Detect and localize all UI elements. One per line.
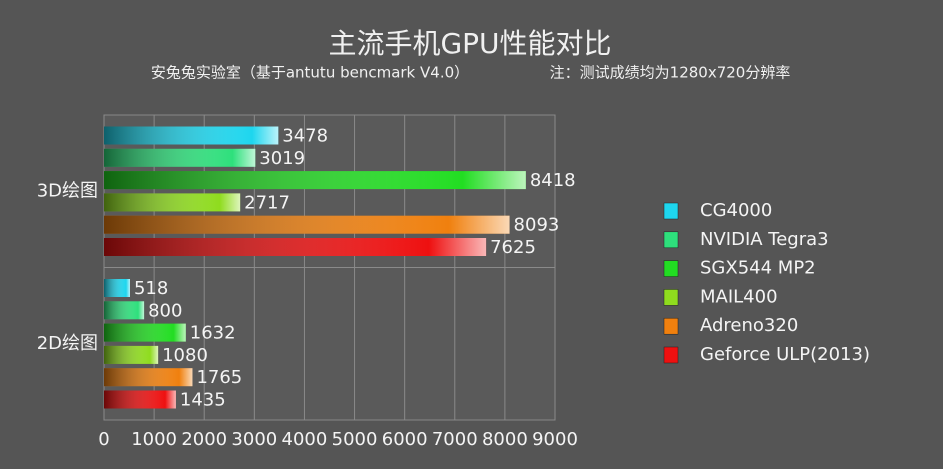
value-label: 1080 (162, 345, 208, 366)
x-tick-label: 8000 (482, 429, 528, 450)
chart-title: 主流手机GPU性能对比 (328, 27, 611, 60)
bar (104, 193, 241, 212)
x-tick-label: 4000 (282, 429, 328, 450)
x-tick-label: 6000 (382, 429, 428, 450)
y-tick-label: 2D绘图 (37, 333, 98, 354)
value-label: 8418 (530, 170, 576, 191)
bar-shade (104, 215, 510, 234)
x-tick-label: 1000 (131, 429, 177, 450)
value-label: 518 (134, 278, 168, 299)
legend-swatch (663, 289, 679, 306)
bar-shade (104, 368, 193, 387)
legend-swatch (663, 346, 679, 364)
bar-shade (104, 301, 145, 320)
bar (104, 279, 130, 297)
legend-label: NVIDIA Tegra3 (700, 229, 829, 250)
value-label: 3478 (282, 126, 328, 147)
legend-label: Adreno320 (700, 315, 798, 336)
bar-shade (104, 345, 159, 364)
value-label: 8093 (514, 215, 560, 236)
value-label: 1765 (196, 367, 242, 388)
bar (104, 148, 256, 167)
legend-label: MAIL400 (700, 286, 778, 307)
value-label: 3019 (259, 148, 305, 169)
legend-swatch (663, 231, 679, 249)
bar-shade (104, 148, 256, 167)
value-label: 7625 (490, 237, 536, 258)
legend-swatch (663, 260, 679, 277)
bar-shade (104, 279, 130, 297)
bar (104, 323, 186, 342)
bar-shade (104, 126, 279, 145)
chart-subtitle: 安兔兔实验室（基于antutu bencmark V4.0） (151, 64, 469, 82)
legend-swatch (663, 202, 679, 220)
bar-shade (104, 171, 526, 190)
legend-label: SGX544 MP2 (700, 258, 816, 279)
legend-label: Geforce ULP(2013) (700, 344, 870, 365)
x-tick-label: 9000 (532, 429, 578, 450)
bar-shade (104, 390, 176, 409)
bar-shade (104, 238, 487, 256)
x-tick-label: 7000 (432, 429, 478, 450)
bar (104, 215, 510, 234)
legend-swatch (663, 317, 679, 335)
value-label: 1632 (190, 323, 236, 344)
bar-shade (104, 323, 186, 342)
bar-shade (104, 193, 241, 212)
chart-note: 注：测试成绩均为1280x720分辨率 (550, 64, 791, 82)
bar (104, 126, 279, 145)
x-tick-label: 2000 (181, 429, 227, 450)
value-label: 2717 (244, 192, 290, 213)
bar (104, 171, 526, 190)
value-label: 800 (148, 300, 182, 321)
bar (104, 368, 193, 387)
y-tick-label: 3D绘图 (37, 180, 98, 201)
x-tick-label: 5000 (332, 429, 378, 450)
legend-label: CG4000 (700, 200, 772, 221)
value-label: 1435 (180, 390, 226, 411)
x-tick-label: 3000 (231, 429, 277, 450)
bar (104, 238, 487, 256)
bar (104, 345, 159, 364)
bar (104, 301, 145, 320)
x-tick-label: 0 (98, 429, 109, 450)
bar (104, 390, 176, 409)
